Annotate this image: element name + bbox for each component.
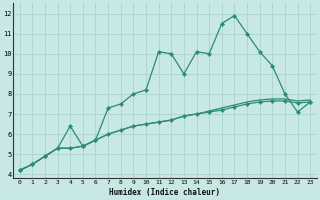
X-axis label: Humidex (Indice chaleur): Humidex (Indice chaleur) — [109, 188, 220, 197]
